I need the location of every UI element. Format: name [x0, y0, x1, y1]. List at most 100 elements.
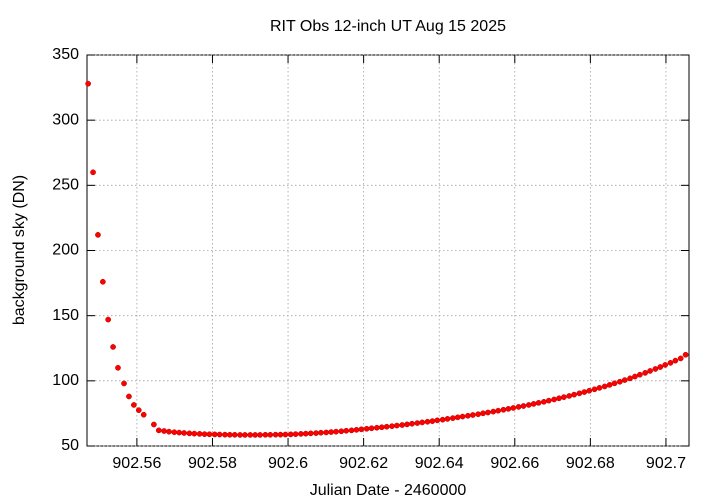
data-point [298, 431, 304, 437]
data-point [383, 423, 390, 430]
data-point [151, 421, 157, 428]
data-point [454, 414, 461, 421]
data-point [368, 425, 375, 432]
data-point [191, 430, 198, 437]
data-point [541, 398, 547, 405]
data-point [105, 316, 112, 323]
data-point [596, 385, 603, 391]
data-point [277, 431, 284, 438]
data-point [257, 432, 263, 438]
data-point [485, 409, 491, 416]
data-point [115, 364, 121, 371]
x-tick-label: 902.7 [646, 455, 686, 472]
data-point [171, 429, 178, 436]
data-point [682, 351, 689, 358]
data-point [333, 428, 339, 435]
data-point [672, 357, 679, 364]
data-point [632, 373, 638, 380]
data-point [530, 401, 537, 407]
x-tick-label: 902.64 [415, 455, 464, 472]
data-point [409, 420, 415, 427]
data-point [313, 430, 319, 436]
data-point [358, 426, 365, 433]
data-point [576, 390, 583, 397]
data-point [231, 431, 238, 438]
data-point [206, 431, 213, 438]
y-tick-label: 200 [52, 242, 79, 259]
data-point [616, 378, 623, 385]
y-tick-label: 250 [52, 177, 79, 194]
data-point [378, 424, 385, 431]
data-point [242, 432, 248, 438]
data-point [419, 419, 426, 426]
x-axis-label: Julian Date - 2460000 [310, 482, 467, 499]
data-point [667, 359, 674, 366]
data-point [586, 387, 593, 394]
data-point [353, 426, 360, 433]
data-point [374, 424, 380, 431]
x-tick-label: 902.56 [112, 455, 161, 472]
data-point [126, 393, 132, 400]
data-point [237, 432, 243, 438]
data-point [561, 394, 567, 400]
data-point [652, 366, 659, 372]
data-point [556, 395, 562, 402]
data-point [545, 397, 552, 404]
data-point [323, 429, 330, 436]
data-point [566, 393, 573, 399]
data-point [348, 427, 355, 434]
data-point [601, 383, 608, 390]
data-point [515, 404, 522, 410]
data-point [85, 80, 91, 87]
data-point [140, 411, 147, 418]
data-point [551, 396, 557, 403]
data-point [201, 431, 208, 437]
data-point [535, 400, 542, 406]
data-point [131, 402, 137, 408]
y-tick-label: 150 [52, 307, 79, 324]
data-point [627, 375, 633, 382]
data-point [90, 169, 96, 176]
data-point [272, 431, 279, 438]
data-point [525, 402, 532, 408]
data-point [166, 428, 172, 435]
data-point [459, 413, 466, 420]
data-point [404, 421, 410, 428]
data-point [135, 407, 142, 414]
data-point [505, 406, 512, 412]
data-point [211, 431, 218, 438]
data-point [495, 407, 502, 414]
data-point [480, 410, 486, 417]
y-tick-label: 300 [52, 111, 79, 128]
x-tick-label: 902.62 [339, 455, 388, 472]
data-point [247, 432, 254, 438]
data-point [662, 362, 669, 368]
data-point [571, 391, 577, 398]
data-point [338, 428, 345, 435]
data-point [449, 415, 456, 421]
data-point [216, 431, 223, 438]
data-point [121, 380, 127, 387]
data-point [176, 429, 183, 436]
data-point [363, 425, 370, 432]
data-point [95, 232, 101, 238]
data-point [657, 364, 664, 370]
chart-title: RIT Obs 12-inch UT Aug 15 2025 [270, 18, 506, 35]
data-point [222, 431, 228, 438]
data-point [100, 278, 106, 285]
data-point [302, 430, 309, 437]
data-point [434, 417, 441, 424]
y-tick-label: 350 [52, 46, 79, 63]
data-point [287, 431, 294, 438]
data-point [161, 428, 167, 434]
y-axis-label: background sky (DN) [11, 175, 28, 325]
x-tick-label: 902.6 [268, 455, 308, 472]
data-point [642, 370, 649, 376]
data-point [389, 423, 395, 430]
data-point [328, 429, 334, 435]
x-tick-label: 902.66 [490, 455, 539, 472]
data-point [581, 389, 588, 395]
data-point [394, 422, 400, 429]
